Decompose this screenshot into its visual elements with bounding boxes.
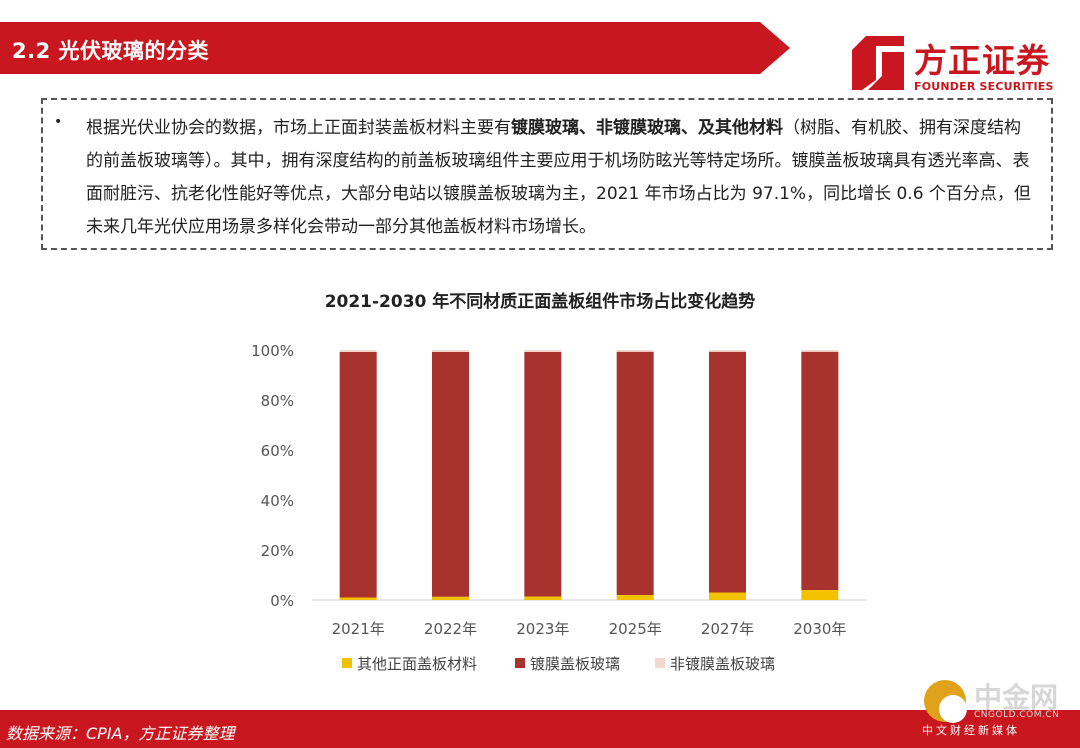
bar-segment-1	[432, 596, 469, 600]
x-tick-label: 2021年	[332, 620, 385, 638]
y-tick-label: 60%	[261, 442, 294, 460]
bar-segment-3	[524, 350, 562, 352]
bar-segment-1	[709, 592, 746, 600]
summary-text-part1: 根据光伏业协会的数据，市场上正面封装盖板材料主要有	[86, 118, 511, 138]
watermark-cn: 中金网	[974, 681, 1059, 714]
bar-segment-2	[524, 352, 562, 597]
cngold-logo-icon	[924, 680, 967, 723]
bar-segment-3	[339, 350, 377, 352]
data-source-note: 数据来源：CPIA，方正证券整理	[6, 724, 235, 743]
bar-segment-1	[616, 595, 654, 600]
bar-segment-2	[339, 352, 377, 598]
bar-segment-1	[524, 596, 562, 600]
legend-label: 其他正面盖板材料	[357, 655, 477, 673]
bar-segment-2	[709, 351, 746, 593]
summary-text-bold: 镀膜玻璃、非镀膜玻璃、及其他材料	[511, 118, 783, 138]
y-tick-label: 40%	[261, 492, 294, 510]
legend-swatch	[342, 658, 352, 668]
bar-segment-2	[432, 352, 469, 597]
bar-segment-2	[801, 351, 839, 590]
y-tick-label: 100%	[251, 342, 294, 360]
legend-swatch	[655, 658, 665, 668]
header-band	[0, 22, 790, 74]
watermark-en: CNGOLD.COM.CN	[974, 710, 1060, 720]
bar-segment-1	[339, 597, 377, 600]
logo-text-cn: 方正证券	[914, 41, 1050, 80]
watermark-sub: 中文财经新媒体	[922, 724, 1020, 737]
legend-label: 非镀膜盖板玻璃	[670, 655, 775, 673]
summary-box: • 根据光伏业协会的数据，市场上正面封装盖板材料主要有镀膜玻璃、非镀膜玻璃、及其…	[41, 98, 1053, 250]
bar-segment-3	[432, 350, 469, 352]
page-title: 2.2 光伏玻璃的分类	[12, 39, 210, 63]
x-tick-label: 2025年	[609, 620, 662, 638]
footer-band	[0, 710, 1080, 748]
y-tick-label: 80%	[261, 392, 294, 410]
cngold-watermark: 中金网 CNGOLD.COM.CN 中文财经新媒体	[916, 672, 1080, 748]
chart-title: 2021-2030 年不同材质正面盖板组件市场占比变化趋势	[324, 292, 756, 312]
bar-segment-3	[709, 350, 746, 352]
summary-paragraph: 根据光伏业协会的数据，市场上正面封装盖板材料主要有镀膜玻璃、非镀膜玻璃、及其他材…	[86, 112, 1036, 244]
bar-segment-3	[616, 350, 654, 352]
logo-text-en: FOUNDER SECURITIES	[914, 80, 1054, 93]
x-tick-label: 2022年	[424, 620, 477, 638]
y-tick-label: 0%	[270, 592, 294, 610]
legend-label: 镀膜盖板玻璃	[530, 655, 620, 673]
logo-mark-icon	[852, 36, 904, 90]
x-tick-label: 2027年	[701, 620, 754, 638]
founder-securities-logo: 方正证券 FOUNDER SECURITIES	[852, 34, 1062, 96]
bullet-marker: •	[54, 114, 63, 130]
y-tick-label: 20%	[261, 542, 294, 560]
stacked-bar-chart: 0% 20% 40% 60% 80% 100% 2021年 2022年 2023年 2025年 20…	[251, 342, 866, 673]
bar-segment-3	[801, 350, 839, 352]
bar-segment-1	[801, 590, 839, 600]
bar-segment-2	[616, 351, 654, 595]
summary-text-part2: （树脂、有机胶、拥有深度结构的前盖板玻璃等）。其中，拥有深度结构的前盖板玻璃组件…	[86, 118, 1031, 237]
x-tick-label: 2030年	[793, 620, 846, 638]
legend-swatch	[515, 658, 525, 668]
x-tick-label: 2023年	[516, 620, 569, 638]
